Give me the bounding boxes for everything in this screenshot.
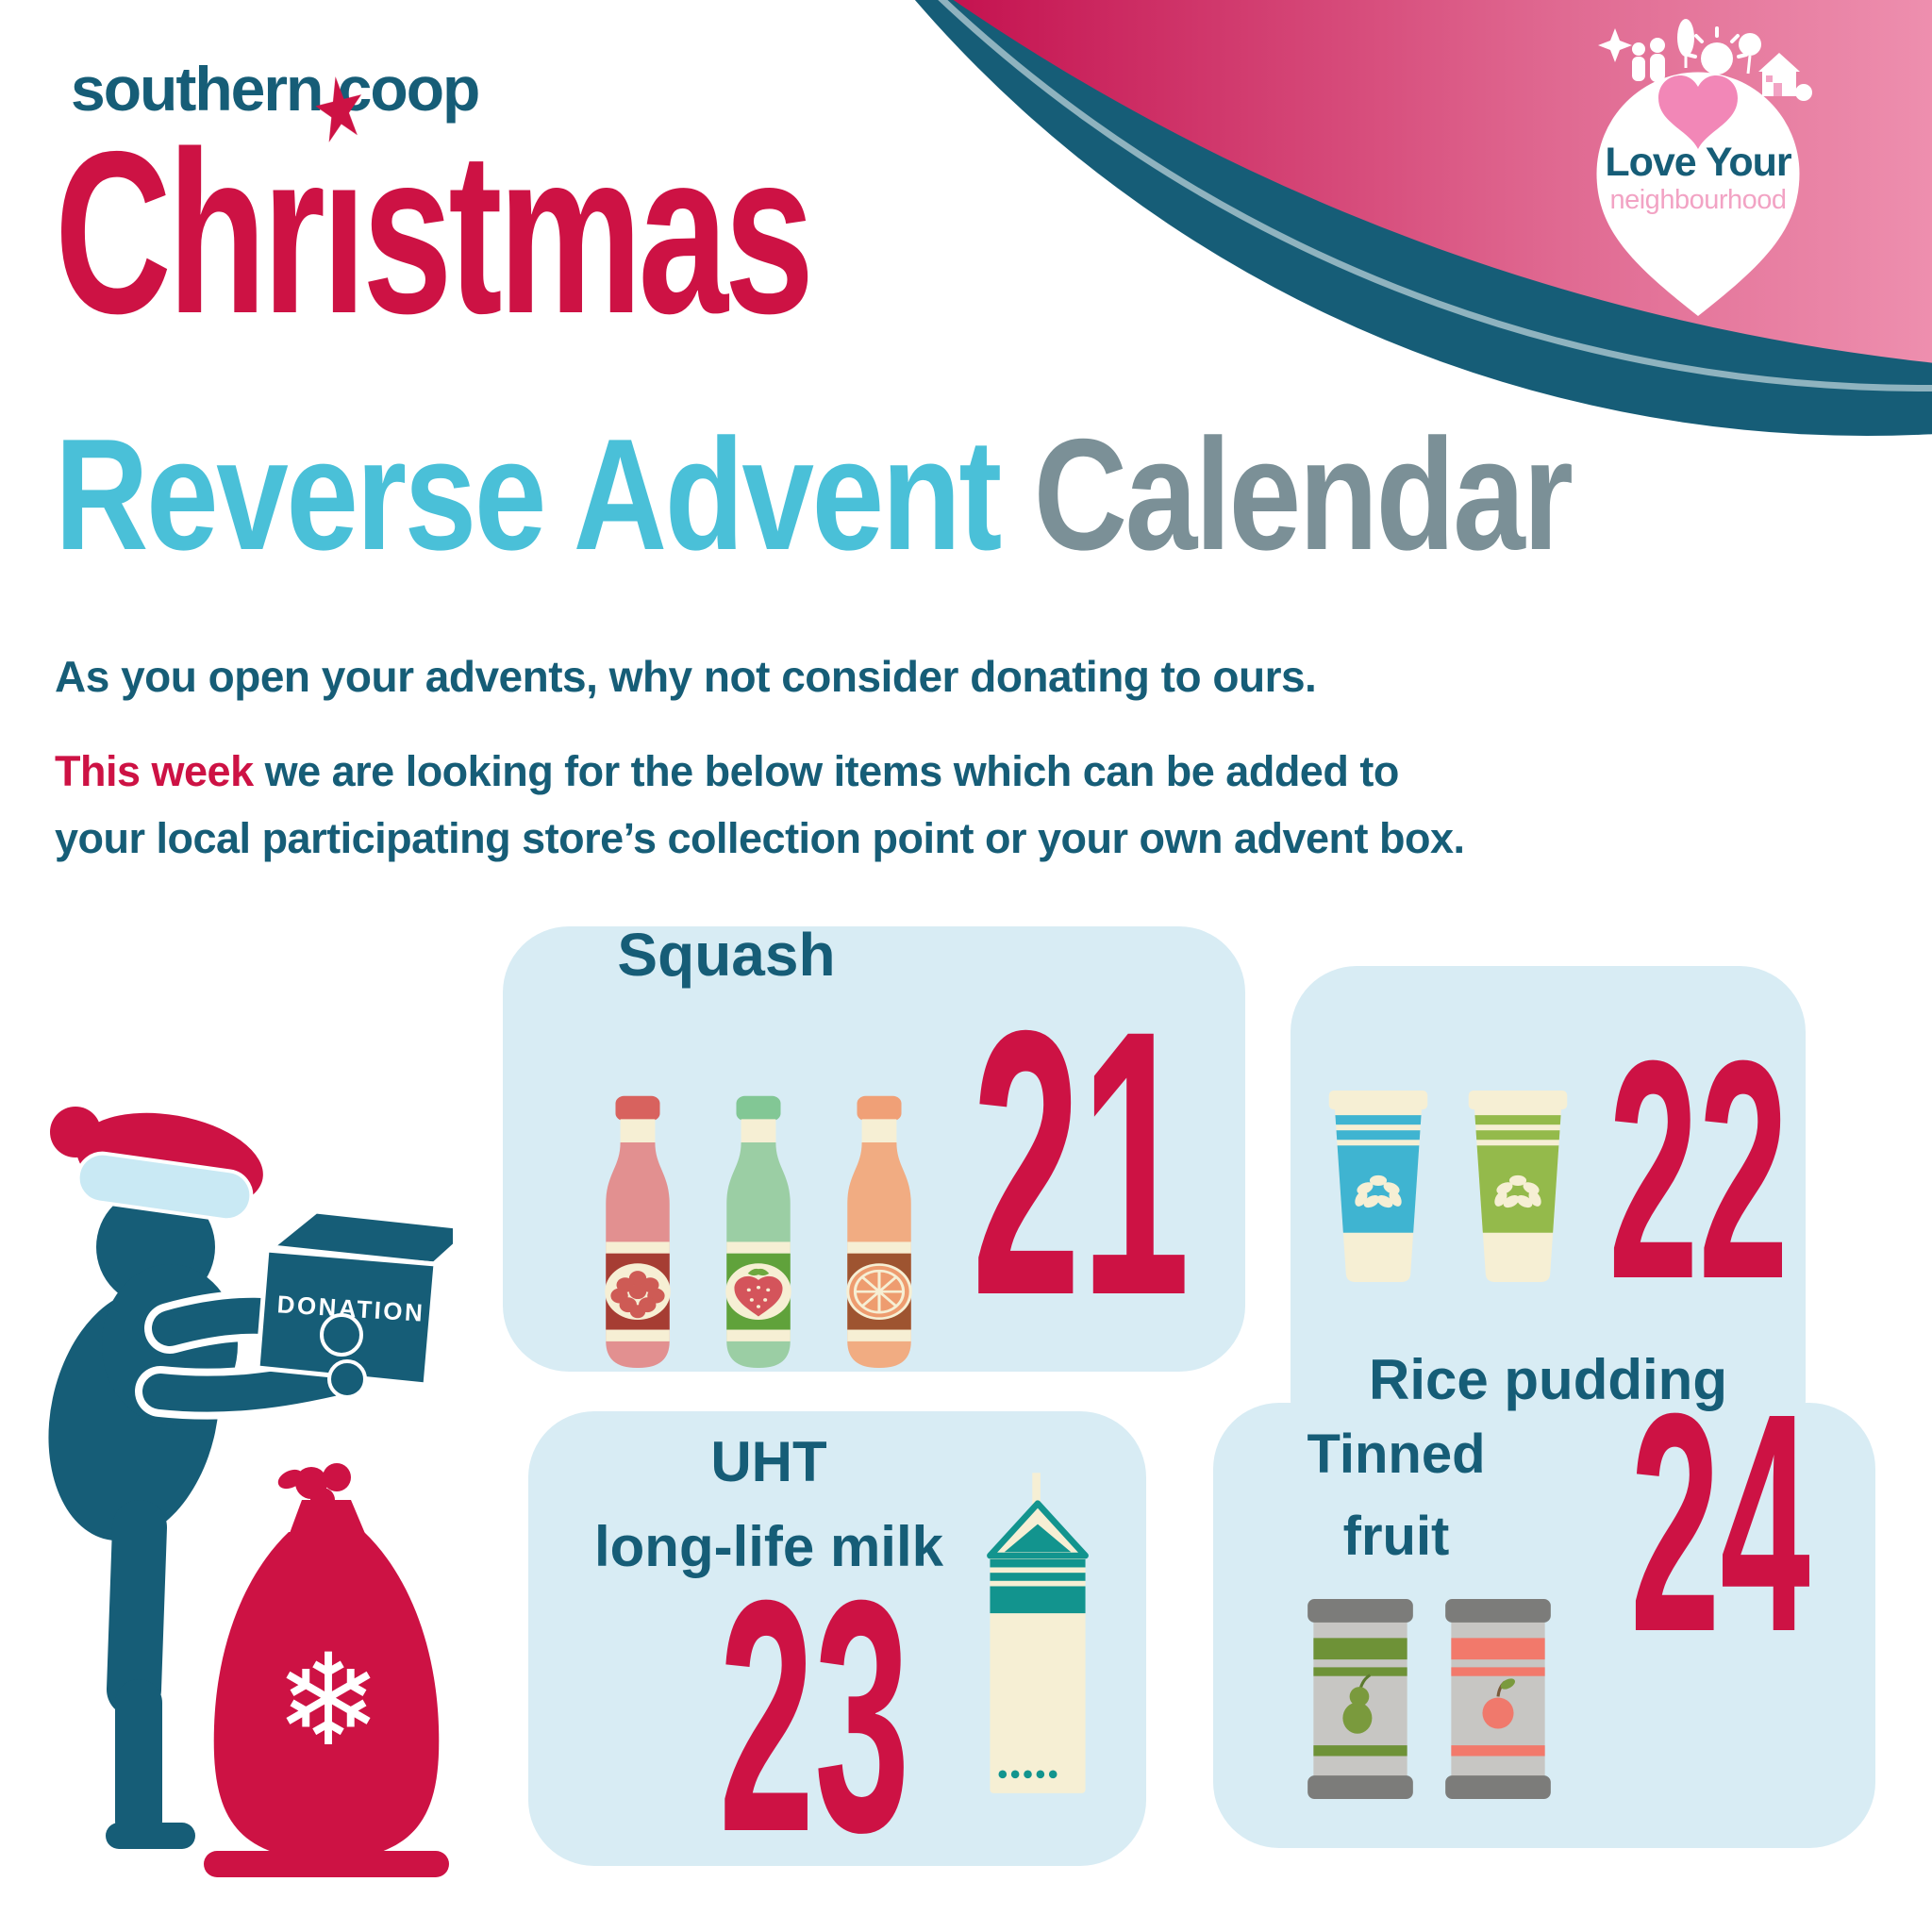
squash-bottle-strawberry-icon (725, 1095, 791, 1368)
day-24: 24 (1630, 1348, 1810, 1696)
title-part-pre: Chr (55, 103, 325, 361)
love-your-neighbourhood-badge (1596, 19, 1812, 317)
rice-pudding-pot-blue-icon (1328, 1091, 1428, 1282)
tinned-fruit-label: Tinned fruit (1208, 1413, 1585, 1577)
uht-milk-label: UHT long-life milk (528, 1420, 1009, 1590)
page-title-christmas: Chrı ★ stmas (55, 52, 814, 361)
person-arm-lower (142, 1357, 362, 1412)
snowflake-icon: ❄ (275, 1626, 382, 1774)
person-hand (327, 1359, 367, 1399)
day-23: 23 (719, 1532, 910, 1901)
page-subtitle: Reverse Advent Calendar (55, 415, 1574, 574)
title-part-post: stmas (362, 103, 814, 361)
star-icon: ★ (306, 52, 373, 166)
person-hand (320, 1313, 363, 1357)
sun-icon (1686, 26, 1748, 75)
person-leg (106, 1500, 168, 1717)
rice-pudding-pot-green-icon (1468, 1091, 1568, 1282)
santa-hat-band (75, 1151, 254, 1223)
person-silhouette (48, 1107, 453, 1877)
subtitle-calendar: Calendar (1033, 406, 1574, 583)
squash-bottle-raspberry-icon (605, 1095, 671, 1368)
day-21: 21 (972, 952, 1191, 1374)
rice-pudding-label: Rice pudding (1369, 1348, 1727, 1411)
day-22: 22 (1608, 995, 1789, 1343)
heart-icon (1658, 75, 1738, 149)
callout-text: This week we are looking for the below i… (55, 738, 1526, 872)
intro-text: As you open your advents, why not consid… (55, 652, 1317, 701)
balloon-tree-icon (1739, 33, 1761, 75)
house-door-window (1766, 75, 1782, 96)
title-letter-i: ı ★ (306, 52, 373, 361)
people-silhouette-icon (1632, 38, 1665, 82)
squash-bottle-orange-icon (846, 1095, 912, 1368)
badge-subtitle: neighbourhood (1609, 185, 1787, 215)
person-shin (115, 1679, 162, 1844)
donation-sack (204, 1463, 449, 1877)
uht-label-line1: UHT (710, 1430, 827, 1493)
callout-line2: your local participating store’s collect… (55, 814, 1465, 863)
tinned-pear-icon (1307, 1599, 1413, 1799)
subtitle-reverse-advent: Reverse Advent (55, 406, 1002, 583)
tinned-apple-icon (1445, 1599, 1551, 1799)
donation-box (255, 1208, 453, 1388)
uht-label-line2: long-life milk (593, 1515, 944, 1578)
tinned-label-line1: Tinned (1307, 1424, 1486, 1485)
callout-line1: we are looking for the below items which… (253, 747, 1400, 795)
badge-title: Love Your (1605, 140, 1791, 185)
tree-icon (1677, 19, 1694, 68)
brand-logo: southern coop (71, 54, 480, 124)
pin-shape (1596, 72, 1800, 317)
squash-label: Squash (617, 921, 836, 989)
tinned-label-line2: fruit (1342, 1506, 1450, 1567)
sparkle-icon (1598, 28, 1632, 62)
person-foot (106, 1823, 195, 1849)
milk-carton-icon (987, 1473, 1089, 1793)
callout-highlight: This week (55, 747, 254, 795)
